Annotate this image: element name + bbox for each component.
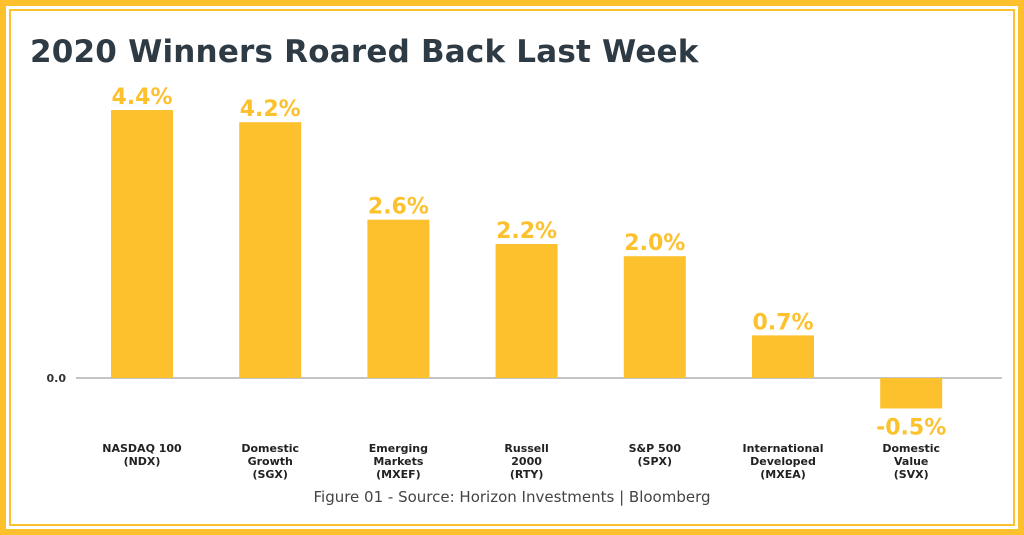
bars-group: 4.4% NASDAQ 100 (NDX) 4.2% Domestic Growth (SG…	[102, 85, 946, 481]
category-label: NASDAQ 100 (NDX)	[102, 442, 182, 468]
value-label: 0.7%	[752, 310, 813, 335]
value-label: 4.2%	[240, 97, 301, 122]
category-label: Russell 2000 (RTY)	[504, 442, 548, 481]
value-label: 2.2%	[496, 219, 557, 244]
value-label: -0.5%	[876, 415, 946, 440]
bar	[495, 244, 558, 378]
value-label: 4.4%	[111, 85, 172, 110]
category-label: S&P 500 (SPX)	[629, 442, 682, 468]
category-label: International Developed (MXEA)	[743, 442, 824, 481]
figure-caption: Figure 01 - Source: Horizon Investments …	[313, 488, 711, 506]
category-label: Domestic Value (SVX)	[882, 442, 940, 481]
bar	[111, 110, 173, 378]
category-label: Emerging Markets (MXEF)	[369, 442, 428, 481]
inner-border	[9, 9, 1015, 526]
category-label: Domestic Growth (SGX)	[241, 442, 299, 481]
chart-title: 2020 Winners Roared Back Last Week	[30, 34, 699, 70]
bar	[880, 378, 943, 409]
bar	[623, 256, 686, 378]
zero-tick-label: 0.0	[47, 372, 67, 385]
value-label: 2.0%	[624, 231, 685, 256]
bar	[752, 335, 814, 378]
bar	[239, 122, 302, 378]
bar	[367, 219, 430, 378]
value-label: 2.6%	[368, 195, 429, 220]
